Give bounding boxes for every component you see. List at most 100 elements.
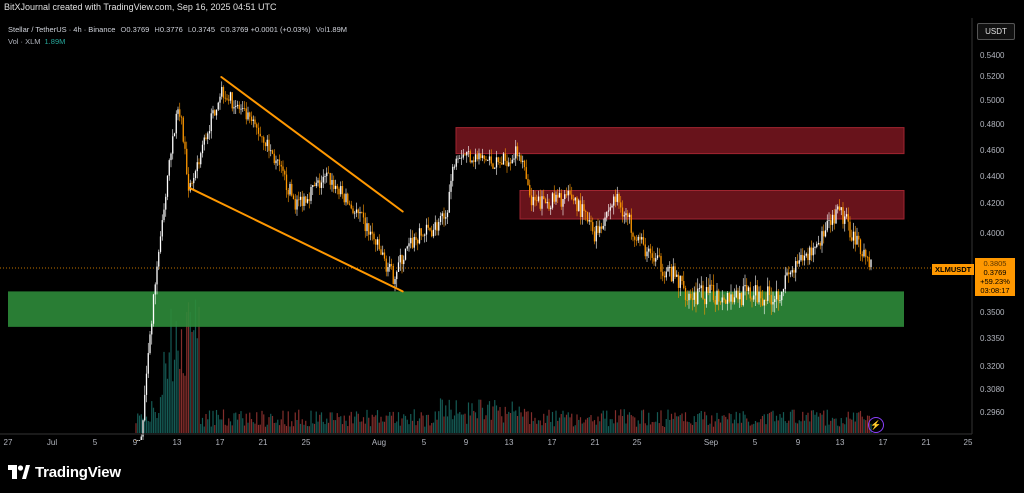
volume-bar [726, 419, 729, 433]
currency-button[interactable]: USDT [977, 23, 1015, 40]
volume-bar [194, 299, 197, 433]
candle-body [243, 108, 246, 109]
candle-body [765, 299, 767, 301]
zones-layer [8, 127, 905, 327]
candle-body [585, 211, 587, 212]
candle-body [448, 191, 450, 213]
volume-bar [417, 420, 419, 433]
price-tick: 0.3350 [980, 334, 1005, 343]
candle-body [742, 286, 744, 306]
volume-bar [313, 423, 316, 433]
volume-bar [756, 422, 758, 433]
volume-bar [859, 410, 862, 433]
candle-body [165, 196, 167, 210]
candle-body [553, 193, 555, 202]
candle-body [621, 207, 624, 217]
lightning-icon[interactable]: ⚡ [868, 417, 884, 433]
candle-body [406, 246, 408, 249]
volume-bar [273, 422, 275, 433]
volume-bar [613, 423, 615, 433]
candle-body [719, 301, 722, 303]
candle-body [830, 220, 832, 225]
candle-body [767, 286, 769, 301]
volume-bar [210, 426, 212, 433]
time-tick: 21 [590, 438, 600, 447]
volume-bar [700, 410, 702, 433]
volume-bar [245, 413, 247, 433]
volume-bar [532, 421, 534, 433]
candle-body [686, 299, 688, 301]
brand-name: TradingView [35, 463, 121, 481]
volume-bar [765, 424, 767, 433]
candle-body [179, 109, 181, 117]
candle-body [425, 224, 428, 235]
candle-body [870, 259, 872, 268]
volume-bar [471, 403, 473, 433]
volume-bar [737, 423, 739, 433]
candle-body [240, 108, 242, 110]
candle-body [429, 227, 431, 231]
candle-body [464, 154, 466, 156]
candle-body [613, 196, 615, 206]
candle-body [663, 275, 666, 278]
volume-bar [368, 417, 370, 433]
candle-body [665, 271, 667, 278]
candle-body [399, 254, 401, 263]
candle-body [543, 196, 545, 200]
volume-bar [252, 422, 254, 433]
candle-body [271, 150, 274, 154]
candle-body [466, 151, 468, 156]
candle-body [700, 285, 702, 289]
volume-bar [261, 410, 263, 433]
volume-bar [861, 416, 863, 433]
volume-bar [646, 425, 648, 433]
candle-body [282, 166, 284, 171]
volume-bar [338, 417, 340, 433]
candle-body [450, 180, 452, 192]
volume-bar [224, 424, 226, 433]
volume-bar [187, 302, 190, 433]
volume-bar [611, 419, 613, 433]
volume-bar [548, 409, 550, 433]
volume-bar [473, 410, 475, 433]
volume-bar [758, 422, 760, 433]
candle-body [536, 200, 538, 202]
volume-bar [537, 420, 540, 433]
time-tick: 21 [921, 438, 931, 447]
candle-body [359, 211, 361, 214]
candle-body [336, 185, 338, 189]
volume-bar [854, 421, 856, 433]
volume-bar [754, 420, 757, 433]
candle-body [137, 440, 139, 441]
volume-bar [716, 412, 718, 433]
volume-bar [266, 424, 268, 433]
volume-bar [677, 416, 680, 433]
volume-bar [534, 417, 536, 433]
ohlc-legend: Stellar / TetherUS · 4h · Binance O0.376… [8, 25, 347, 34]
volume-bar [410, 414, 412, 433]
candle-body [403, 259, 405, 265]
volume-bar [653, 422, 655, 433]
candle-body [560, 193, 562, 207]
candle-body [334, 185, 337, 190]
volume-bar [315, 411, 317, 433]
volume-bar [518, 406, 520, 433]
time-tick: 17 [878, 438, 888, 447]
volume-bar [504, 406, 506, 433]
candle-body [257, 127, 260, 134]
candle-body [525, 167, 527, 180]
volume-bar [140, 414, 142, 433]
candle-body [523, 160, 526, 168]
candle-body [217, 102, 219, 110]
candle-body [198, 162, 200, 165]
volume-bar [530, 412, 533, 433]
candle-body [513, 158, 515, 160]
volume-bar [226, 425, 228, 433]
candle-body [511, 159, 513, 164]
volume-bar [800, 421, 802, 433]
volume-bar [709, 423, 711, 433]
candle-body [786, 272, 788, 276]
candle-body [730, 294, 732, 302]
candle-body [306, 199, 309, 203]
